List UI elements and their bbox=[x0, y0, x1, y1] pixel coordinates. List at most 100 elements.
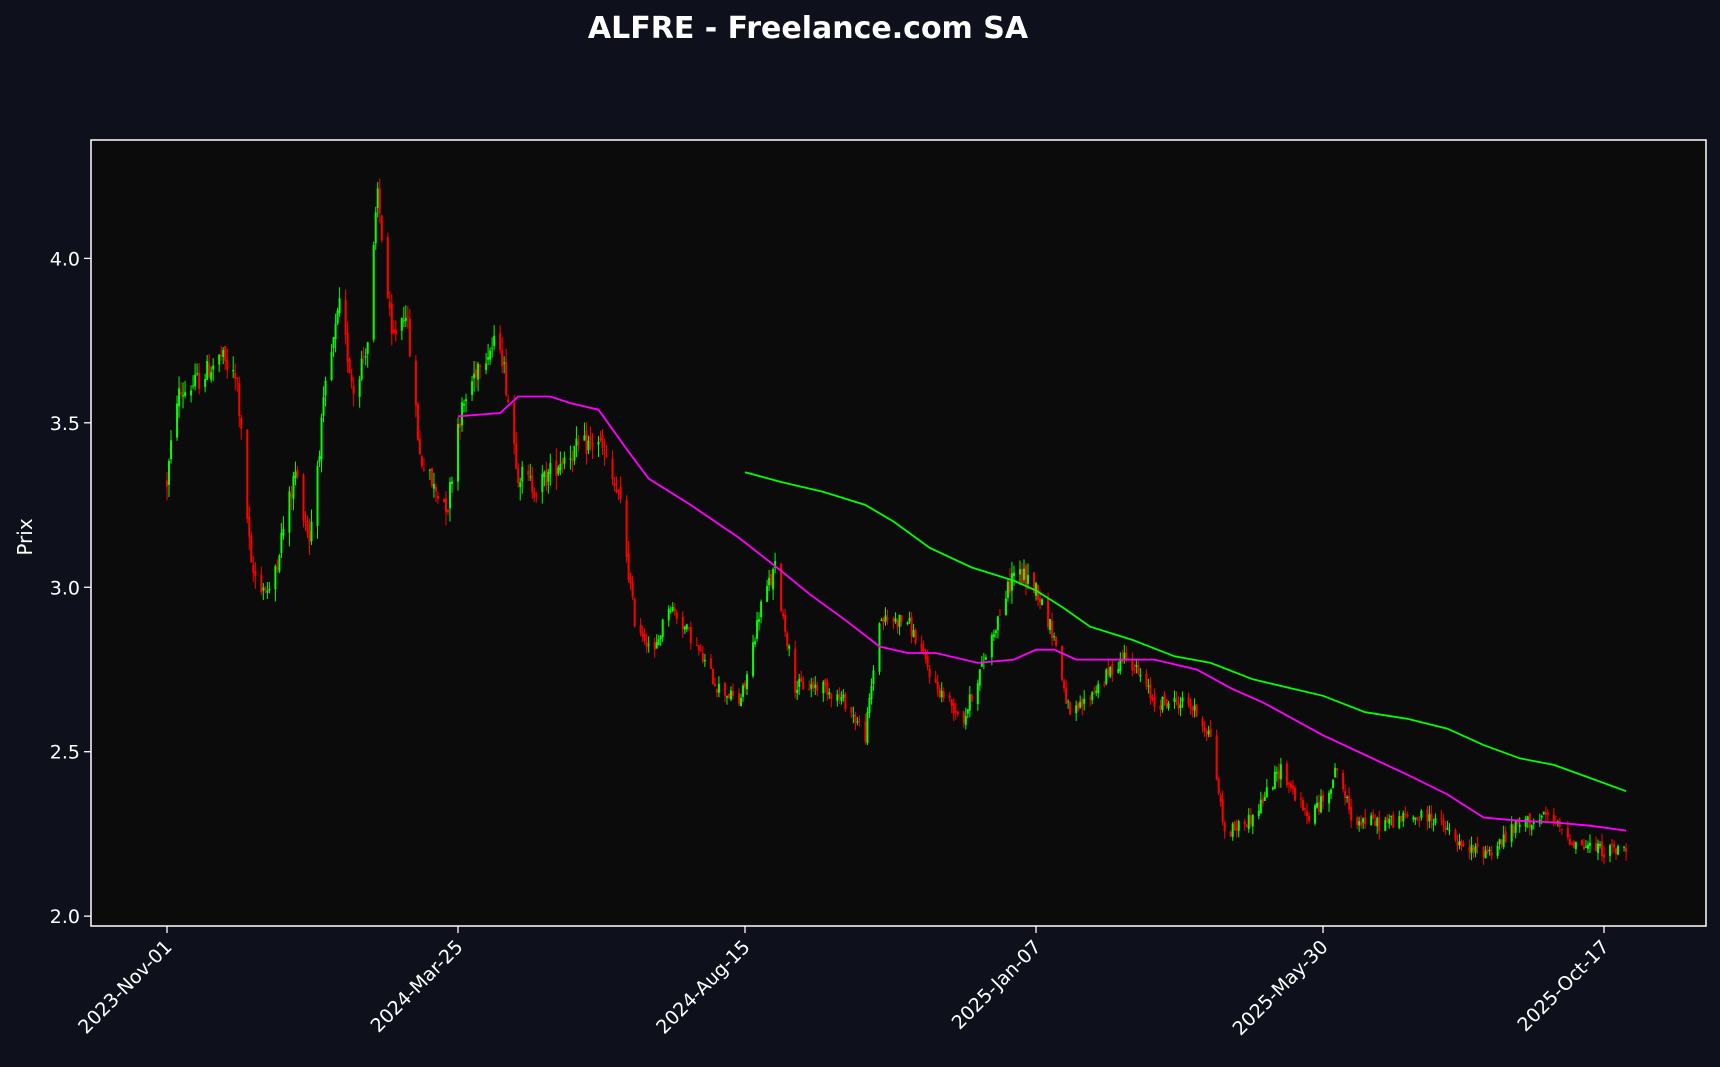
candle-body bbox=[176, 403, 179, 438]
candle-body bbox=[1332, 779, 1335, 789]
candle-body bbox=[1193, 705, 1196, 711]
candle-body bbox=[170, 440, 173, 460]
candle-body bbox=[404, 317, 407, 321]
candle-body bbox=[1625, 847, 1628, 852]
candle-body bbox=[1462, 844, 1465, 847]
candle-body bbox=[306, 521, 309, 533]
candle-body bbox=[772, 569, 775, 590]
candle-body bbox=[838, 693, 841, 699]
candle-body bbox=[1167, 703, 1170, 709]
candle-body bbox=[1364, 817, 1367, 825]
candle-body bbox=[1061, 646, 1064, 680]
candle-body bbox=[653, 642, 656, 650]
candle-body bbox=[1372, 814, 1375, 819]
candle-body bbox=[661, 619, 664, 638]
candle-body bbox=[535, 494, 538, 496]
candle-body bbox=[934, 678, 937, 683]
candle-body bbox=[376, 188, 379, 209]
candle-body bbox=[1165, 699, 1168, 706]
candle-body bbox=[627, 553, 630, 580]
candle-body bbox=[697, 645, 700, 651]
candle-body bbox=[240, 417, 243, 429]
y-axis: 2.0 2.5 3.0 3.5 4.0 bbox=[50, 248, 91, 928]
candle-body bbox=[731, 691, 734, 696]
candle-body bbox=[1454, 830, 1457, 841]
candle-body bbox=[854, 714, 857, 723]
candle-body bbox=[252, 564, 255, 573]
candle-body bbox=[1195, 704, 1198, 717]
candle-body bbox=[1518, 824, 1521, 827]
candle-body bbox=[1107, 668, 1110, 675]
candle-body bbox=[1012, 572, 1015, 577]
candle-body bbox=[1524, 818, 1527, 827]
candle-body bbox=[886, 617, 889, 620]
candle-body bbox=[1111, 664, 1114, 675]
candle-body bbox=[1334, 767, 1337, 778]
candle-body bbox=[976, 683, 979, 704]
candle-body bbox=[392, 329, 395, 333]
candle-body bbox=[1472, 847, 1475, 851]
candle-body bbox=[744, 682, 747, 688]
candle-body bbox=[1526, 816, 1529, 821]
candle-body bbox=[519, 482, 522, 488]
candle-body bbox=[400, 317, 403, 331]
candle-body bbox=[892, 618, 895, 622]
candle-body bbox=[1006, 581, 1009, 598]
candle-body bbox=[575, 438, 578, 446]
candle-body bbox=[1530, 824, 1533, 830]
candle-body bbox=[1117, 668, 1120, 673]
candle-body bbox=[669, 610, 672, 612]
candle-body bbox=[681, 616, 684, 630]
candle-body bbox=[611, 458, 614, 480]
candle-body bbox=[236, 377, 239, 379]
candle-body bbox=[390, 304, 393, 334]
candle-body bbox=[599, 438, 602, 440]
candle-body bbox=[1075, 705, 1078, 714]
candle-body bbox=[880, 620, 883, 622]
candle-body bbox=[238, 382, 241, 417]
candle-body bbox=[292, 476, 295, 499]
candle-body bbox=[204, 378, 207, 387]
candle-body bbox=[1474, 846, 1477, 853]
candle-body bbox=[1344, 791, 1347, 798]
candle-body bbox=[1360, 822, 1363, 826]
candle-body bbox=[968, 694, 971, 711]
candle-body bbox=[1456, 842, 1459, 846]
candle-body bbox=[1566, 827, 1569, 838]
candle-body bbox=[294, 471, 297, 479]
candle-body bbox=[1233, 821, 1236, 831]
candle-body bbox=[1089, 697, 1092, 699]
candle-body bbox=[1476, 843, 1479, 847]
candle-body bbox=[182, 395, 185, 397]
candle-body bbox=[1041, 599, 1044, 606]
candle-body bbox=[1374, 820, 1377, 826]
candle-body bbox=[962, 711, 965, 723]
candle-body bbox=[505, 361, 508, 396]
candle-body bbox=[1390, 815, 1393, 817]
candle-body bbox=[647, 644, 650, 646]
candle-body bbox=[386, 237, 389, 299]
candle-body bbox=[826, 682, 829, 695]
candle-body bbox=[446, 509, 449, 513]
candle-body bbox=[1328, 792, 1331, 804]
candle-body bbox=[280, 532, 283, 554]
candle-body bbox=[994, 630, 997, 634]
candle-body bbox=[1398, 816, 1401, 828]
candle-body bbox=[1510, 824, 1513, 842]
candle-body bbox=[428, 469, 431, 471]
candle-body bbox=[465, 399, 468, 402]
candle-body bbox=[1020, 569, 1023, 584]
candle-body bbox=[1139, 674, 1142, 677]
candle-body bbox=[320, 417, 323, 460]
candle-body bbox=[1402, 812, 1405, 822]
candle-body bbox=[1205, 731, 1208, 733]
candle-body bbox=[178, 388, 181, 407]
candle-body bbox=[830, 694, 833, 699]
candle-body bbox=[948, 695, 951, 699]
candle-body bbox=[1051, 620, 1054, 639]
candle-body bbox=[1440, 817, 1443, 819]
candle-body bbox=[1235, 828, 1238, 830]
candle-body bbox=[1504, 831, 1507, 842]
candle-body bbox=[914, 630, 917, 644]
candle-body bbox=[1303, 808, 1306, 810]
